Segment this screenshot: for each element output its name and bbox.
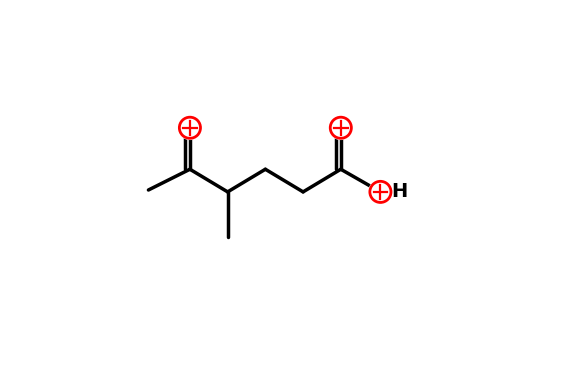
Circle shape xyxy=(179,116,202,139)
Text: H: H xyxy=(392,182,408,201)
Circle shape xyxy=(329,116,353,139)
Circle shape xyxy=(369,180,392,204)
